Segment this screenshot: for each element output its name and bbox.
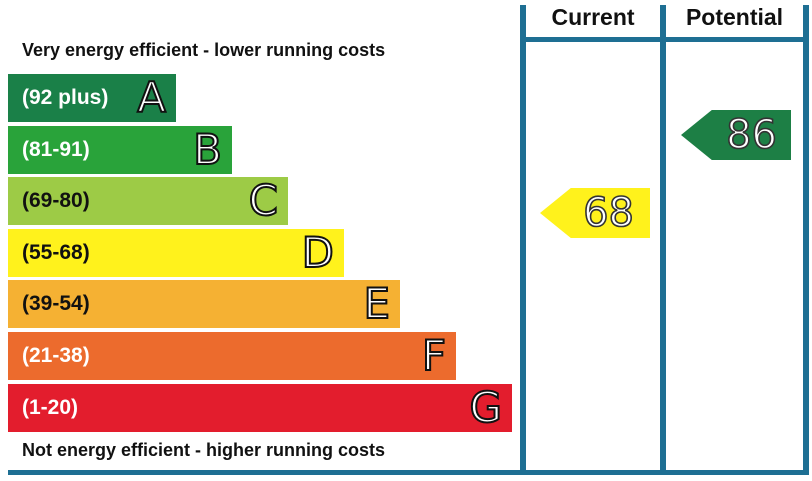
band-letter: B <box>192 125 223 174</box>
band-d: (55-68) D <box>8 229 344 277</box>
divider-middle <box>660 5 666 470</box>
current-rating-arrow: 68 <box>540 188 650 238</box>
caption-bottom: Not energy efficient - higher running co… <box>22 440 386 460</box>
band-letter: G <box>468 383 503 432</box>
band-range-label: (69-80) <box>22 189 90 212</box>
column-header-potential: Potential <box>685 4 784 30</box>
band-b: (81-91) B <box>8 126 232 174</box>
band-letter: E <box>362 279 391 328</box>
band-letter: F <box>421 331 447 380</box>
caption-top: Very energy efficient - lower running co… <box>22 40 386 60</box>
band-a: (92 plus) A <box>8 74 176 122</box>
potential-rating-value: 86 <box>725 112 778 158</box>
column-header-current: Current <box>551 4 635 30</box>
band-range-label: (81-91) <box>22 138 90 161</box>
band-letter: D <box>301 228 335 277</box>
band-g: (1-20) G <box>8 384 512 432</box>
bottom-rule <box>8 470 809 475</box>
divider-right <box>803 5 809 470</box>
band-range-label: (92 plus) <box>22 86 109 109</box>
band-range-label: (1-20) <box>22 396 79 419</box>
band-f: (21-38) F <box>8 332 456 380</box>
band-e: (39-54) E <box>8 280 400 328</box>
band-letter: A <box>136 73 167 122</box>
potential-rating-arrow: 86 <box>681 110 791 160</box>
band-range-label: (55-68) <box>22 241 90 264</box>
divider-left <box>520 5 526 470</box>
band-range-label: (39-54) <box>22 292 90 315</box>
current-rating-value: 68 <box>582 190 635 236</box>
band-range-label: (21-38) <box>22 344 90 367</box>
band-c: (69-80) C <box>8 177 288 225</box>
band-letter: C <box>248 176 279 225</box>
header-rule <box>520 37 809 42</box>
